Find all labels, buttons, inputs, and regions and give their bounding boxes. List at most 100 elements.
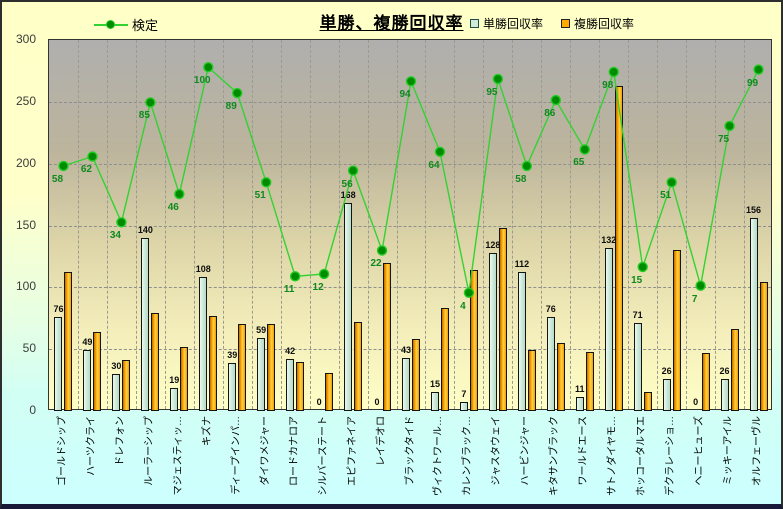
kentei-marker (637, 261, 648, 273)
fukusho-bar (498, 227, 507, 411)
fukusho-bar (469, 270, 478, 411)
kentei-marker (550, 94, 561, 106)
kentei-value-label: 62 (80, 164, 92, 176)
kentei-marker (724, 120, 735, 132)
fukusho-bar (180, 346, 189, 411)
bar-value-label: 112 (514, 259, 530, 270)
legend-bars: 単勝回収率 複勝回収率 (470, 15, 634, 32)
kentei-value-label: 64 (428, 159, 440, 171)
tansho-bar (662, 378, 671, 411)
tansho-bar (517, 272, 526, 411)
kentei-marker (347, 165, 359, 176)
bar-value-label: 0 (374, 397, 380, 407)
legend-tansho: 単勝回収率 (470, 15, 543, 32)
bar-value-label: 26 (661, 365, 672, 376)
tansho-bar (141, 237, 150, 411)
kentei-marker (579, 144, 590, 155)
v-gridline (599, 40, 601, 409)
y-tick-label: 50 (22, 341, 36, 356)
x-tick-label: ハービンジャー (520, 416, 532, 486)
fukusho-bar (383, 262, 392, 411)
legend-kentei-label: 検定 (132, 18, 159, 33)
bar-value-label: 30 (111, 360, 122, 371)
kentei-marker (87, 151, 98, 162)
bar-value-label: 132 (601, 234, 617, 245)
kentei-value-label: 58 (515, 173, 527, 185)
fukusho-bar (122, 360, 131, 411)
bar-value-label: 7 (461, 389, 467, 400)
x-tick-label: ゴールドシップ (56, 416, 68, 486)
kentei-line (58, 62, 764, 298)
h-gridline (49, 225, 771, 227)
tansho-bar (430, 392, 439, 411)
tansho-bar (83, 350, 92, 411)
x-tick-label: ホッコータルマエ (636, 416, 648, 496)
y-tick-label: 200 (15, 155, 36, 170)
fukusho-bar (556, 342, 565, 411)
tansho-bar (228, 362, 237, 411)
v-gridline (425, 40, 427, 409)
x-tick-label: デクラレーショ… (665, 416, 677, 496)
fukusho-swatch-icon (561, 19, 571, 28)
tansho-bar (54, 317, 63, 411)
tansho-bar (402, 357, 410, 411)
fukusho-bar (643, 392, 652, 411)
plot-area: 76 49 30 140 19 108 39 59 42 0 168 0 43 15 7 128 112 76 11… (48, 39, 772, 411)
v-gridline (222, 40, 224, 409)
fukusho-bar (151, 313, 160, 411)
bar-value-label: 43 (400, 344, 411, 355)
x-tick-label: エピファネイア (346, 416, 358, 486)
kentei-value-label: 51 (254, 190, 266, 202)
v-gridline (309, 40, 311, 409)
kentei-value-label: 34 (109, 230, 121, 242)
fukusho-bar (759, 282, 768, 411)
v-gridline (251, 40, 253, 409)
bar-value-label: 59 (256, 325, 267, 336)
v-gridline (338, 40, 340, 409)
fukusho-bar (701, 352, 710, 411)
x-tick-label: ルーラーシップ (143, 416, 155, 486)
x-tick-label: サトノダイヤモ… (607, 416, 619, 496)
kentei-value-label: 89 (225, 101, 237, 113)
kentei-marker (116, 217, 127, 228)
bar-value-label: 128 (485, 239, 501, 250)
fukusho-bar (267, 324, 276, 411)
fukusho-bar (412, 339, 420, 411)
v-gridline (541, 40, 543, 409)
x-tick-label: ハーツクライ (85, 416, 97, 476)
fukusho-bar (585, 351, 594, 411)
v-gridline (628, 40, 630, 409)
bar-value-label: 108 (195, 264, 211, 275)
v-gridline (164, 40, 166, 409)
x-tick-label: ミッキーアイル (723, 416, 735, 486)
kentei-value-label: 94 (399, 89, 411, 101)
kentei-marker (145, 97, 156, 108)
v-gridline (77, 40, 79, 409)
kentei-value-label: 56 (341, 178, 353, 190)
x-tick-label: ブラックタイド (404, 416, 416, 486)
v-gridline (512, 40, 514, 409)
kentei-marker (753, 64, 764, 75)
x-tick-label: ワールドエース (578, 416, 590, 486)
h-gridline (49, 287, 771, 289)
legend-fukusho-label: 複勝回収率 (574, 17, 635, 31)
kentei-marker (58, 160, 69, 172)
v-gridline (483, 40, 485, 409)
x-axis-labels: ゴールドシップ ハーツクライ ドレフォン ルーラーシップ マジェスティッ… キズナ ディープ… (48, 414, 772, 504)
kentei-value-label: 51 (660, 190, 672, 202)
kentei-marker (289, 271, 301, 282)
kentei-value-label: 11 (283, 284, 295, 296)
x-tick-label: カレンブラック… (462, 416, 474, 496)
kentei-value-label: 99 (746, 77, 759, 89)
bar-value-label: 156 (746, 205, 762, 216)
kentei-value-label: 65 (573, 157, 585, 169)
fukusho-bar (354, 321, 363, 411)
tansho-bar (112, 373, 121, 411)
v-gridline (135, 40, 137, 409)
kentei-value-label: 75 (717, 133, 730, 145)
x-tick-label: ジャスタウェイ (491, 416, 503, 486)
x-tick-label: ドレフォン (114, 416, 126, 466)
legend-tansho-label: 単勝回収率 (483, 17, 544, 31)
bar-value-label: 42 (285, 346, 296, 357)
fukusho-bar (672, 250, 681, 411)
